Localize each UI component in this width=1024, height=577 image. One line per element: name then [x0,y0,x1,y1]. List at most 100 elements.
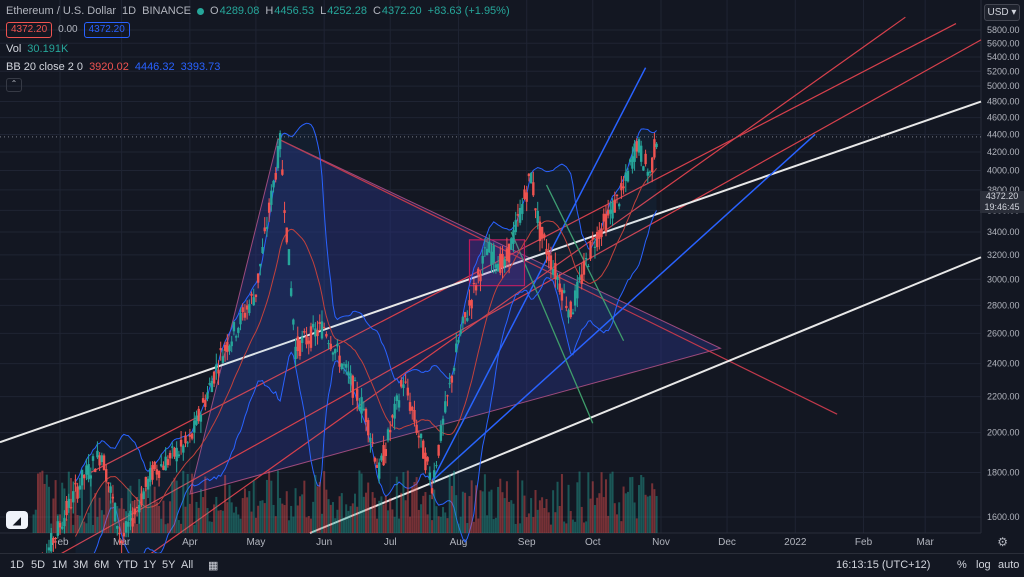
timeframe-6m[interactable]: 6M [94,559,110,571]
currency-selector[interactable]: USD ▾ [984,4,1020,21]
candle-body [516,214,520,216]
volume-bar [556,481,559,533]
candle-body [639,145,643,162]
volume-bar [272,504,275,533]
last-price-tag: 4372.20 19:46:45 [980,191,1024,213]
volume-bar [334,518,337,533]
candle-body [543,234,546,238]
volume-bar [136,523,139,533]
volume-bar [303,480,306,533]
volume-bar [195,501,198,533]
volume-bar [89,474,92,533]
candle-body [197,408,200,422]
x-tick-label: Apr [182,537,198,548]
timeframe-3m[interactable]: 3M [73,559,89,571]
volume-bar [444,512,447,533]
volume-bar [151,504,154,533]
timeframe-5d[interactable]: 5D [31,559,46,571]
volume-bar [622,486,625,533]
candle-body [433,470,436,478]
volume-bar [373,497,376,533]
candle-body [521,203,524,214]
bb-label[interactable]: BB 20 close 2 0 [6,61,84,73]
candle-body [254,294,258,298]
white-trendline-lower [309,256,982,534]
candle-body [558,283,561,292]
sell-button[interactable]: 4372.20 [6,22,53,38]
candle-body [606,209,610,216]
candle-body [327,343,330,345]
y-tick-label: 1600.00 [987,512,1020,522]
y-tick-label: 4200.00 [987,147,1020,157]
volume-bar [169,501,172,533]
collapse-legend-button[interactable]: ⌃ [6,78,22,92]
date-range-icon[interactable]: ▦ [208,560,219,572]
candle-body [171,446,174,448]
volume-bar [578,471,581,533]
candle-body [507,243,511,263]
volume-bar [655,496,658,533]
candle-body [118,532,121,535]
volume-bar [501,492,504,533]
volume-bar [527,513,530,533]
candle-body [270,190,273,205]
x-tick-label: Feb [855,537,873,548]
volume-bar [448,474,451,533]
volume-bar [177,520,180,533]
volume-bar [36,473,39,533]
candle-body [534,208,537,211]
timeframe-5y[interactable]: 5Y [162,559,176,571]
candle-body [344,364,348,368]
volume-bar [76,515,79,533]
candle-body [206,392,209,399]
interval-label[interactable]: 1D [122,5,137,17]
timeframe-all[interactable]: All [181,559,194,571]
candle-body [560,289,564,301]
log-toggle[interactable]: log [976,559,991,571]
candle-body [490,251,493,265]
candle-body [188,434,192,437]
candle-body [140,493,143,506]
timeframe-1m[interactable]: 1M [52,559,68,571]
volume-bar [186,473,189,533]
candle-body [278,133,282,150]
candle-body [488,241,491,253]
y-tick-label: 3400.00 [987,227,1020,237]
candle-body [613,199,616,213]
volume-bar [653,489,656,533]
candle-body [362,408,366,411]
volume-bar [530,498,533,533]
candle-body [186,442,189,444]
volume-label[interactable]: Vol [6,43,22,55]
chart-settings-icon[interactable]: ⚙ [997,535,1008,549]
volume-bar [39,472,42,533]
x-tick-label: Jul [384,537,397,548]
auto-toggle[interactable]: auto [998,559,1020,571]
candle-body [234,336,238,338]
candle-body [525,192,528,202]
ohlc-open: 4289.08 [219,5,260,17]
candle-body [349,373,352,385]
volume-bar [164,524,167,533]
timeframe-1y[interactable]: 1Y [143,559,157,571]
candle-body [547,251,550,261]
timeframe-ytd[interactable]: YTD [116,559,138,571]
market-status-dot [197,7,205,15]
volume-bar [202,497,205,533]
volume-bar [365,492,368,533]
volume-bar [411,486,414,533]
volume-bar [122,508,125,533]
percent-toggle[interactable]: % [957,559,967,571]
buy-button[interactable]: 4372.20 [83,22,130,38]
volume-bar [140,487,143,533]
candle-body [529,173,533,184]
timeframe-1d[interactable]: 1D [10,559,25,571]
candle-body [87,464,90,480]
volume-bar [611,471,614,533]
volume-bar [510,500,513,533]
candle-body [52,538,55,544]
candle-body [463,312,467,318]
candle-body [538,221,542,242]
candle-body [580,274,583,285]
